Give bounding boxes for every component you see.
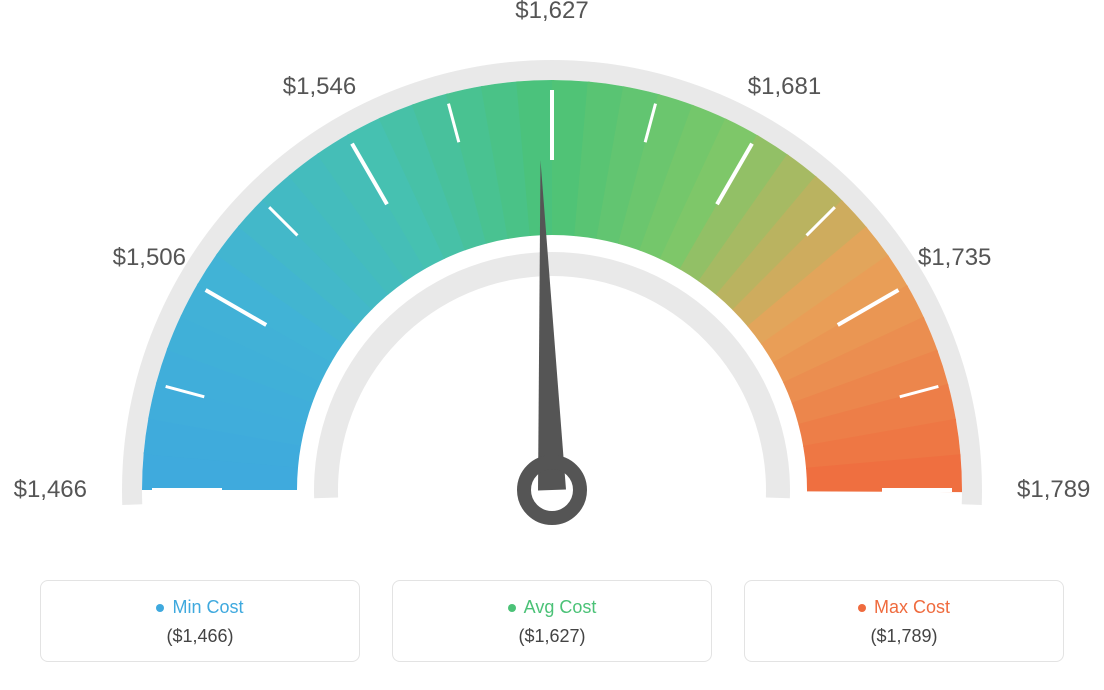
gauge-tick-label: $1,627 xyxy=(515,0,588,25)
gauge-tick-label: $1,681 xyxy=(748,73,821,101)
legend-title-text: Max Cost xyxy=(874,597,950,618)
legend-title-min: Min Cost xyxy=(156,597,243,618)
dot-icon xyxy=(858,604,866,612)
legend-title-avg: Avg Cost xyxy=(508,597,597,618)
dot-icon xyxy=(508,604,516,612)
legend-card-avg: Avg Cost ($1,627) xyxy=(392,580,712,662)
legend-value-min: ($1,466) xyxy=(51,626,349,647)
legend-value-max: ($1,789) xyxy=(755,626,1053,647)
legend-title-max: Max Cost xyxy=(858,597,950,618)
legend-card-min: Min Cost ($1,466) xyxy=(40,580,360,662)
legend-value-avg: ($1,627) xyxy=(403,626,701,647)
legend-title-text: Min Cost xyxy=(172,597,243,618)
gauge-chart: $1,466 $1,506 $1,546 $1,627 $1,681 $1,735 $1,7… xyxy=(0,0,1104,570)
legend-card-max: Max Cost ($1,789) xyxy=(744,580,1064,662)
gauge-tick-label: $1,466 xyxy=(14,476,87,504)
legend-title-text: Avg Cost xyxy=(524,597,597,618)
gauge-tick-label: $1,789 xyxy=(1017,476,1090,504)
gauge-svg xyxy=(0,0,1104,570)
gauge-tick-label: $1,735 xyxy=(918,244,991,272)
gauge-tick-label: $1,546 xyxy=(283,73,356,101)
legend-row: Min Cost ($1,466) Avg Cost ($1,627) Max … xyxy=(0,570,1104,662)
dot-icon xyxy=(156,604,164,612)
gauge-tick-label: $1,506 xyxy=(113,244,186,272)
